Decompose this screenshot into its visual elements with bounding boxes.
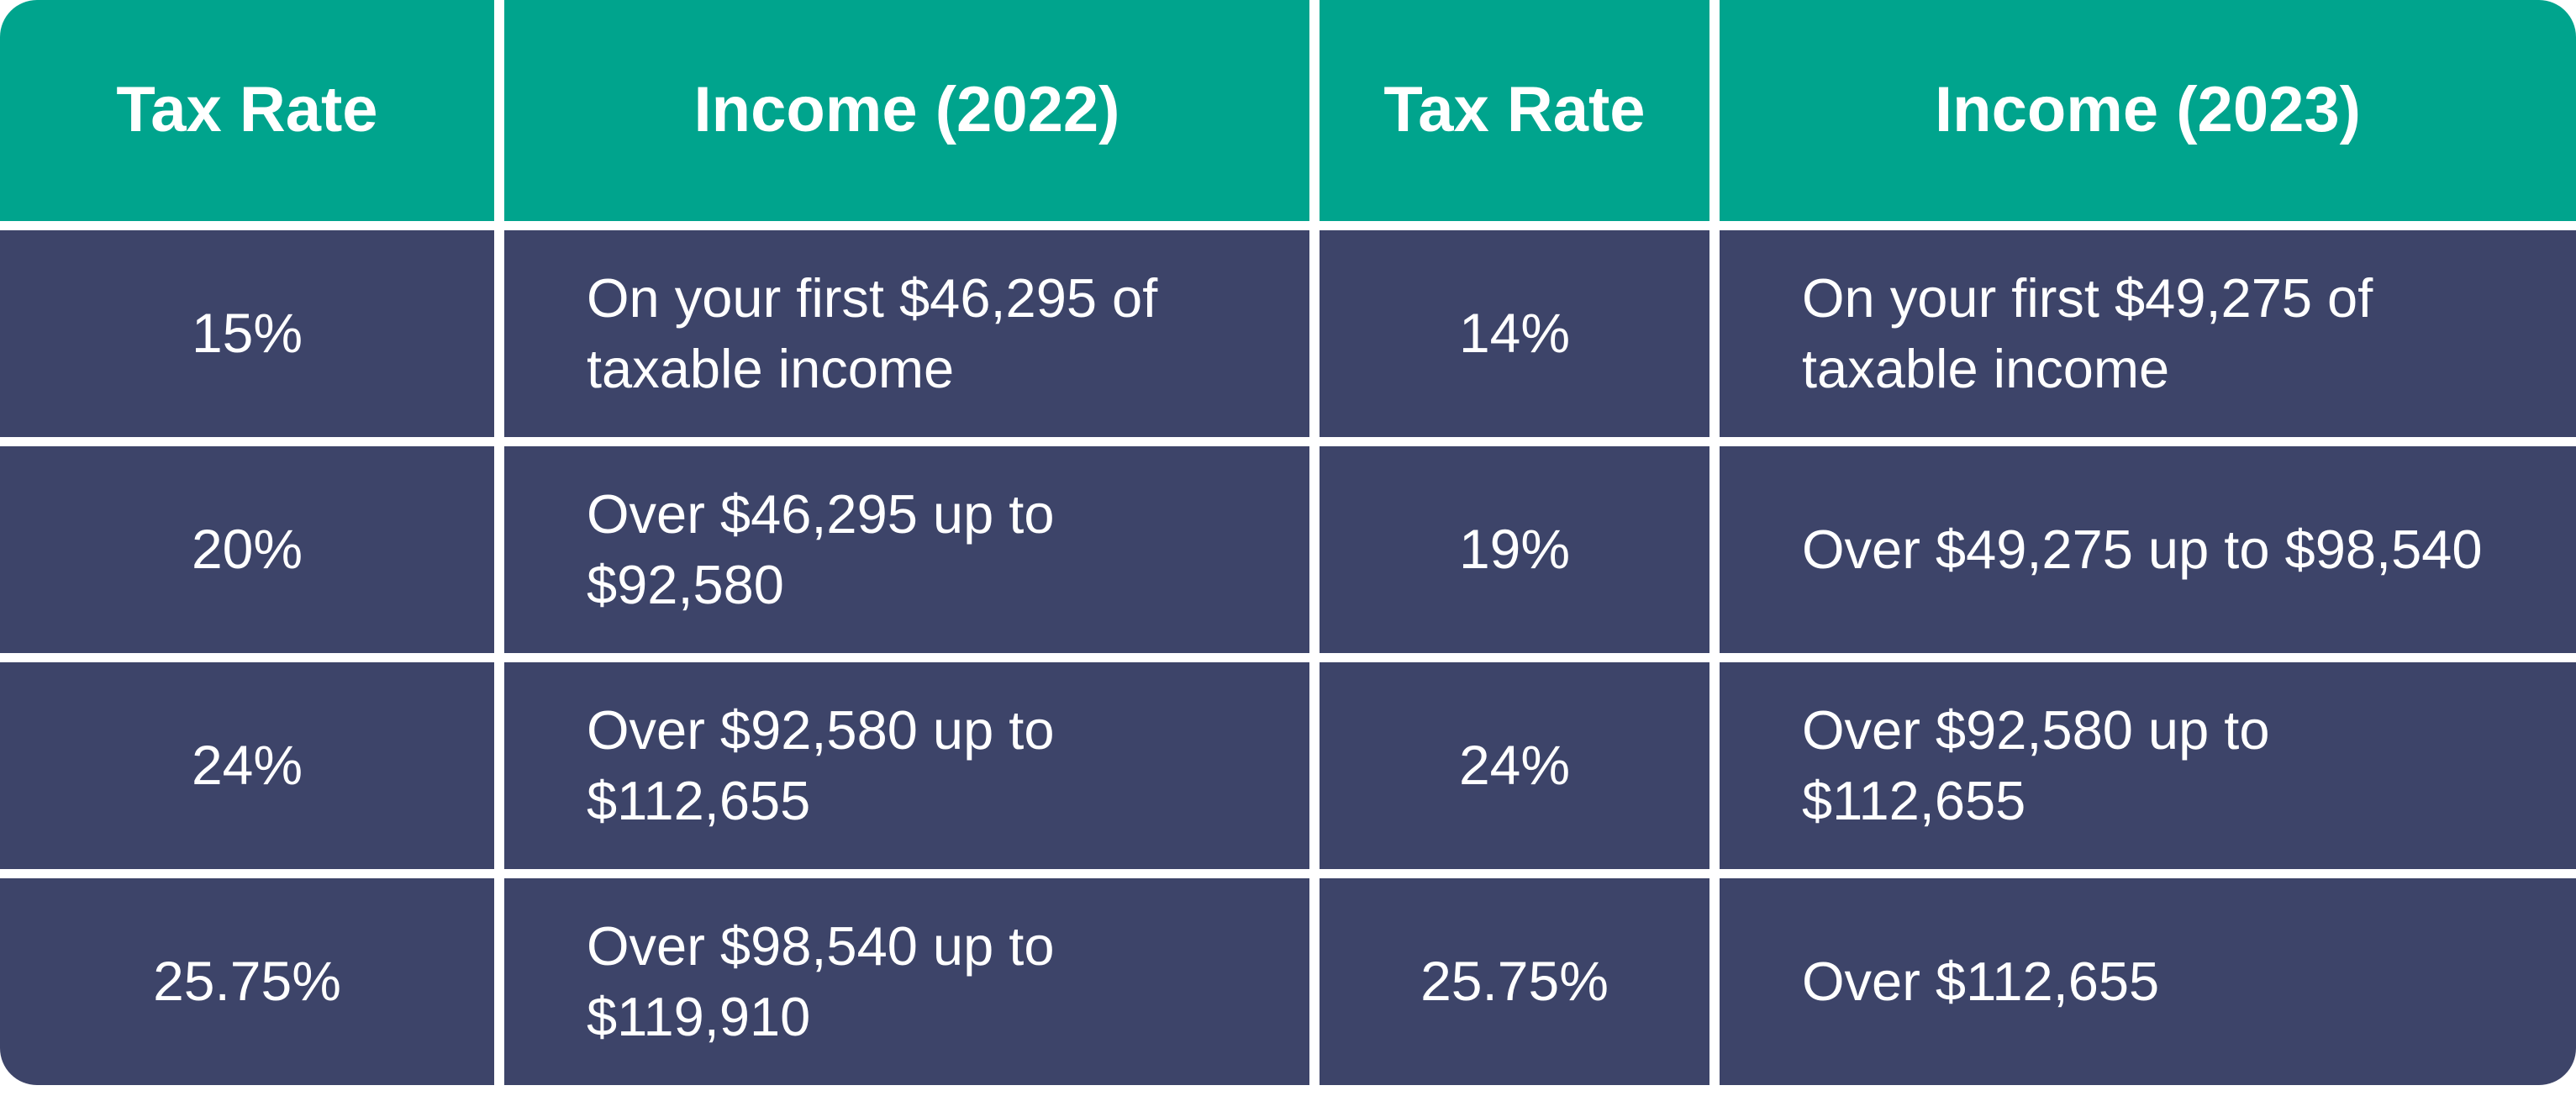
income-value: Over $92,580 up to $112,655 xyxy=(587,698,1055,832)
income-value: Over $92,580 up to $112,655 xyxy=(1802,698,2270,832)
header-label: Income (2022) xyxy=(693,74,1120,146)
header-label: Income (2023) xyxy=(1935,74,2361,146)
header-income-2023: Income (2023) xyxy=(1720,0,2576,221)
rate-2023-row2: 19% xyxy=(1320,446,1709,653)
income-2023-row3: Over $92,580 up to $112,655 xyxy=(1720,662,2576,869)
income-value: Over $46,295 up to $92,580 xyxy=(587,482,1055,616)
rate-2023-row1: 14% xyxy=(1320,230,1709,437)
income-value: On your first $49,275 of taxable income xyxy=(1802,266,2373,400)
income-value: Over $98,540 up to $119,910 xyxy=(587,914,1055,1048)
header-label: Tax Rate xyxy=(1383,74,1646,146)
rate-2023-row4: 25.75% xyxy=(1320,878,1709,1085)
income-2022-row1: On your first $46,295 of taxable income xyxy=(504,230,1309,437)
rate-2022-row2: 20% xyxy=(0,446,494,653)
header-income-2022: Income (2022) xyxy=(504,0,1309,221)
rate-2022-row3: 24% xyxy=(0,662,494,869)
rate-value: 20% xyxy=(191,518,303,581)
rate-2022-row4: 25.75% xyxy=(0,878,494,1085)
income-2023-row1: On your first $49,275 of taxable income xyxy=(1720,230,2576,437)
rate-2022-row1: 15% xyxy=(0,230,494,437)
rate-value: 25.75% xyxy=(153,950,341,1013)
income-2022-row2: Over $46,295 up to $92,580 xyxy=(504,446,1309,653)
header-tax-rate-2023: Tax Rate xyxy=(1320,0,1709,221)
rate-value: 19% xyxy=(1458,518,1571,581)
income-2023-row4: Over $112,655 xyxy=(1720,878,2576,1085)
rate-2023-row3: 24% xyxy=(1320,662,1709,869)
rate-value: 24% xyxy=(1458,734,1571,797)
income-value: Over $49,275 up to $98,540 xyxy=(1802,518,2483,580)
header-label: Tax Rate xyxy=(116,74,378,146)
rate-value: 15% xyxy=(191,302,303,365)
rate-value: 24% xyxy=(191,734,303,797)
header-tax-rate-2022: Tax Rate xyxy=(0,0,494,221)
income-value: On your first $46,295 of taxable income xyxy=(587,266,1158,400)
rate-value: 14% xyxy=(1458,302,1571,365)
income-2022-row3: Over $92,580 up to $112,655 xyxy=(504,662,1309,869)
income-2022-row4: Over $98,540 up to $119,910 xyxy=(504,878,1309,1085)
rate-value: 25.75% xyxy=(1420,950,1609,1013)
income-2023-row2: Over $49,275 up to $98,540 xyxy=(1720,446,2576,653)
income-value: Over $112,655 xyxy=(1802,950,2160,1012)
